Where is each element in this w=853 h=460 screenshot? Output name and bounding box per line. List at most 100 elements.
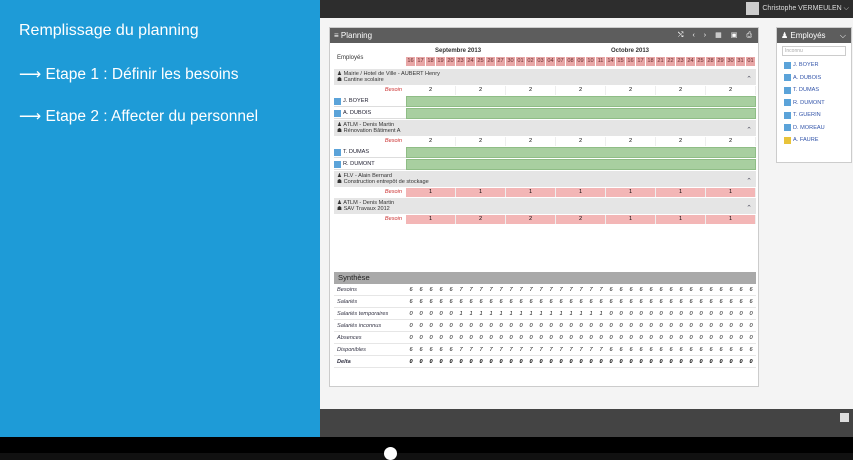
employee-name[interactable]: A. DUBOIS	[334, 108, 406, 119]
besoin-cell[interactable]: 2	[706, 137, 756, 146]
synthese-cell: 6	[649, 287, 653, 293]
chevron-down-icon[interactable]: ⌵	[839, 31, 846, 40]
day-cell: 16	[406, 57, 415, 66]
besoin-cell[interactable]: 2	[556, 215, 606, 224]
employee-list-item[interactable]: D. MOREAU	[777, 122, 851, 135]
employees-column-header: Employés	[337, 55, 364, 61]
besoin-cell[interactable]: 2	[456, 137, 506, 146]
employees-header[interactable]: ♟ Employés ⌵	[777, 28, 851, 43]
besoin-cell[interactable]: 1	[606, 215, 656, 224]
besoin-cell[interactable]: 1	[656, 215, 706, 224]
collapse-icon[interactable]: ⌃	[746, 127, 752, 134]
synthese-cell: 0	[589, 323, 593, 329]
synthese-cell: 7	[589, 287, 593, 293]
synthese-cell: 0	[519, 359, 523, 365]
synthese-cell: 0	[549, 323, 553, 329]
besoin-cell[interactable]: 2	[606, 137, 656, 146]
besoin-cell[interactable]: 2	[406, 86, 456, 95]
employee-list-item[interactable]: T. GUERIN	[777, 109, 851, 122]
assignment-bar[interactable]	[406, 108, 756, 119]
employee-list-item[interactable]: R. DUMONT	[777, 97, 851, 110]
collapse-icon[interactable]: ⌃	[746, 178, 752, 185]
synthese-cell: 0	[599, 359, 603, 365]
user-menu[interactable]: Christophe VERMEULEN ⌵	[746, 2, 849, 15]
synthese-cell: 6	[599, 299, 603, 305]
besoin-cell[interactable]: 1	[456, 188, 506, 197]
synthese-cell: 6	[729, 347, 733, 353]
besoin-cell[interactable]: 2	[656, 137, 706, 146]
synthese-cell: 0	[639, 311, 643, 317]
assignment-bar[interactable]	[406, 159, 756, 170]
synthese-cell: 0	[639, 323, 643, 329]
toolbar-icon[interactable]: ▣	[730, 32, 738, 39]
besoin-cell[interactable]: 2	[506, 86, 556, 95]
day-cell: 17	[636, 57, 645, 66]
synthese-cell: 0	[649, 335, 653, 341]
besoin-cell[interactable]: 1	[506, 188, 556, 197]
besoin-cell[interactable]: 2	[506, 215, 556, 224]
synthese-row: Salariés inconnus 0 0 0 0 0 0 0 0 0 0 0 0 0 0 0 0 0 0 0 0 0 0 0…	[334, 320, 756, 332]
collapse-icon[interactable]: ⌃	[746, 205, 752, 212]
besoin-cell[interactable]: 2	[706, 86, 756, 95]
month-label: Septembre 2013	[435, 48, 482, 54]
synthese-cell: 0	[619, 323, 623, 329]
synthese-cell: 1	[589, 311, 593, 317]
besoin-cell[interactable]: 2	[406, 137, 456, 146]
besoin-cell[interactable]: 2	[456, 215, 506, 224]
employee-list-item[interactable]: A. FAURE	[777, 134, 851, 147]
synthese-cell: 0	[709, 335, 713, 341]
besoin-cell[interactable]: 2	[556, 137, 606, 146]
employee-list-item[interactable]: A. DUBOIS	[777, 72, 851, 85]
assignment-bar[interactable]	[406, 147, 756, 158]
corner-icon[interactable]	[840, 413, 849, 422]
synthese-cell: 0	[739, 359, 743, 365]
synthese-cell: 0	[689, 323, 693, 329]
day-cell: 07	[556, 57, 565, 66]
synthese-cell: 0	[609, 311, 613, 317]
employee-search-input[interactable]: Inconnu	[782, 46, 846, 56]
site-header: ♟ ATLM - Denis Martin ☗ Rénovation Bâtime…	[334, 120, 756, 136]
synthese-cell: 0	[419, 359, 423, 365]
toolbar-icon[interactable]: ‹	[692, 32, 695, 39]
besoin-cell[interactable]: 1	[706, 215, 756, 224]
synthese-cell: 0	[729, 335, 733, 341]
employee-name[interactable]: J. BOYER	[334, 96, 406, 107]
collapse-icon[interactable]: ⌃	[746, 76, 752, 83]
synthese-cell: 6	[749, 287, 753, 293]
employee-list-label: T. DUMAS	[793, 87, 820, 94]
employee-list-item[interactable]: J. BOYER	[777, 59, 851, 72]
besoin-cell[interactable]: 2	[506, 137, 556, 146]
synthese-cell: 0	[729, 323, 733, 329]
besoin-cell[interactable]: 2	[656, 86, 706, 95]
toolbar-icon[interactable]: ⎙	[746, 32, 752, 39]
employee-list-item[interactable]: T. DUMAS	[777, 84, 851, 97]
synthese-cell: 7	[519, 347, 523, 353]
besoin-cell[interactable]: 2	[456, 86, 506, 95]
besoin-cell[interactable]: 1	[606, 188, 656, 197]
synthese-cell: 0	[459, 323, 463, 329]
day-cell: 02	[526, 57, 535, 66]
day-cell: 30	[506, 57, 515, 66]
toolbar-icon[interactable]: ›	[703, 32, 707, 39]
assignment-bar[interactable]	[406, 96, 756, 107]
employee-name[interactable]: R. DUMONT	[334, 159, 406, 170]
synthese-cell: 6	[639, 299, 643, 305]
synthese-cell: 0	[689, 335, 693, 341]
besoin-cell[interactable]: 1	[406, 215, 456, 224]
synthese-cell: 0	[659, 359, 663, 365]
toolbar-icon[interactable]: ⤭	[677, 32, 684, 39]
employee-name[interactable]: T. DUMAS	[334, 147, 406, 158]
synthese-cell: 0	[479, 335, 483, 341]
synthese-cell: 0	[449, 359, 453, 365]
besoin-cell[interactable]: 1	[556, 188, 606, 197]
synthese-cell: 6	[469, 299, 473, 305]
synthese-cell: 0	[599, 323, 603, 329]
progress-handle[interactable]	[384, 447, 397, 460]
toolbar-icon[interactable]: ▦	[715, 32, 722, 39]
besoin-cell[interactable]: 2	[556, 86, 606, 95]
besoin-cell[interactable]: 1	[706, 188, 756, 197]
besoin-cell[interactable]: 1	[406, 188, 456, 197]
besoin-cell[interactable]: 2	[606, 86, 656, 95]
besoin-cell[interactable]: 1	[656, 188, 706, 197]
